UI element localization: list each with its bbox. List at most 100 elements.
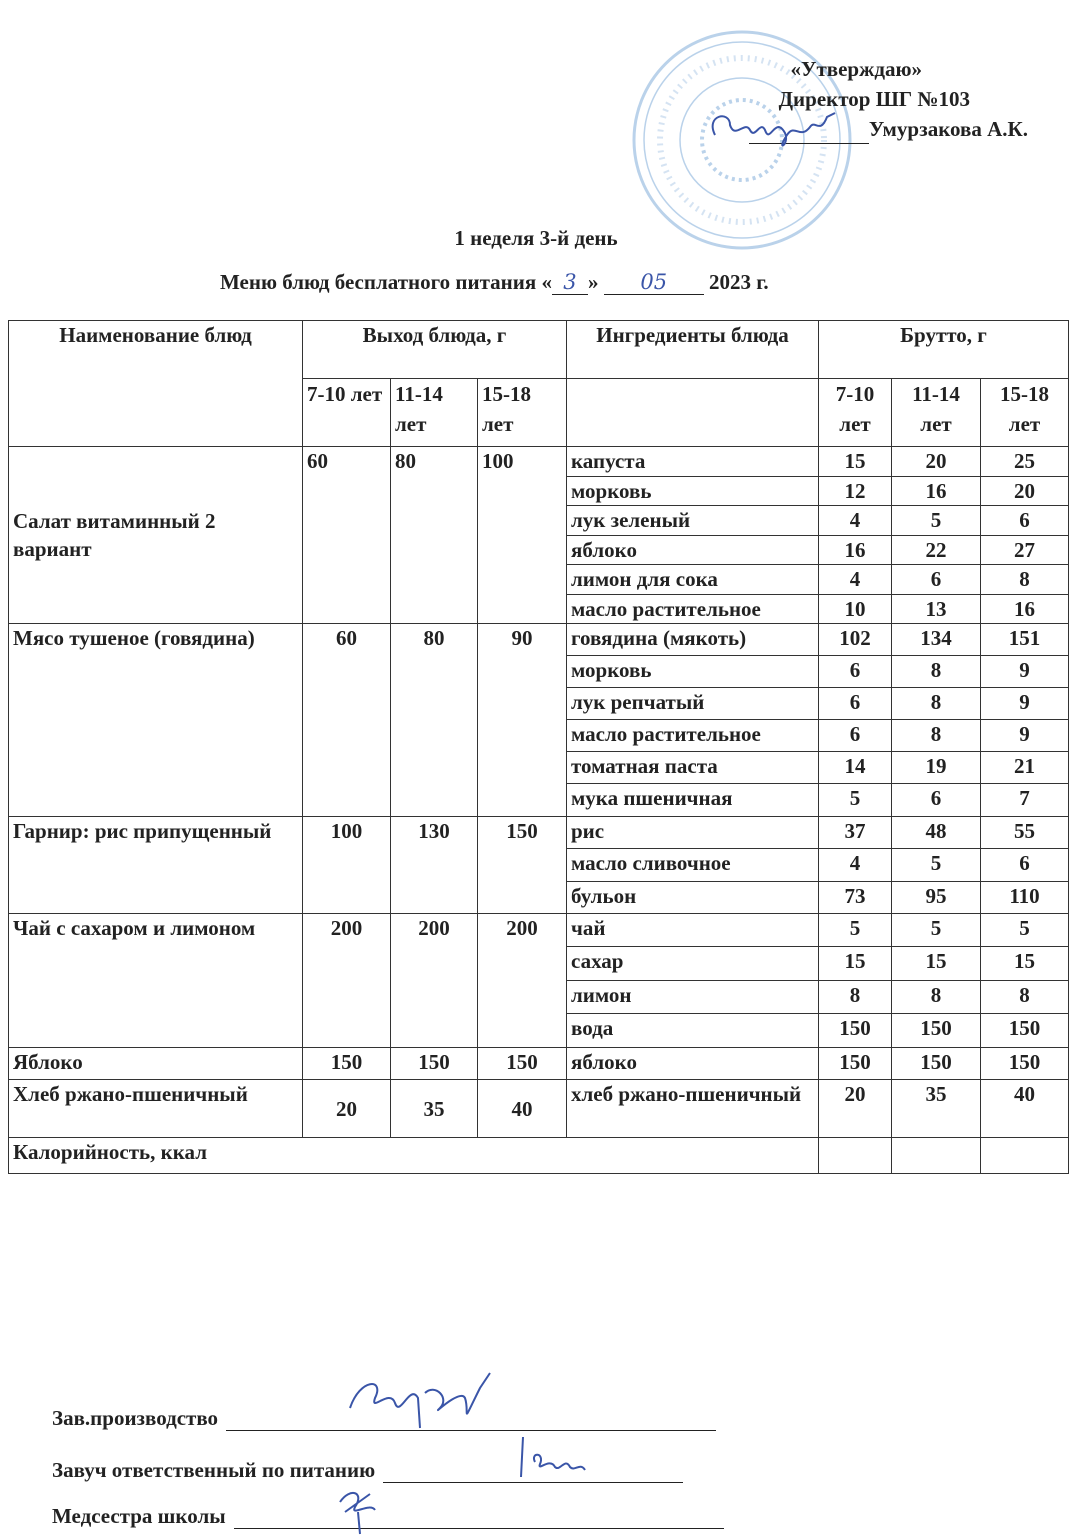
ingredient-name: мука пшеничная [566,783,819,817]
ingredient-gross: 37 [818,816,892,849]
header-age: 7-10 лет [818,378,892,447]
ingredient-name: масло растительное [566,719,819,752]
dish-output: 150 [477,1047,567,1080]
ingredient-name: масло растительное [566,594,819,624]
header-age: 15-18 лет [477,378,567,447]
ingredient-gross: 95 [891,881,981,914]
day-field: 3 [551,270,588,295]
ingredient-gross: 8 [891,719,981,752]
signature-label: Зав.производство [52,1406,219,1430]
table-row: лук зеленый 4 5 6 [9,505,1069,536]
ingredient-gross: 102 [818,623,892,656]
dish-output: 40 [477,1079,567,1138]
ingredient-name: морковь [566,476,819,506]
calories-cell [891,1137,981,1174]
dish-output: 80 [390,446,478,624]
menu-title-year: 2023 г. [708,270,769,294]
ingredient-gross: 15 [818,446,892,477]
ingredient-gross: 9 [980,687,1069,720]
ingredient-gross: 16 [891,476,981,506]
director-signature-line [748,142,869,144]
ingredient-gross: 8 [980,564,1069,595]
header-output: Выход блюда, г [302,320,567,379]
calories-cell [818,1137,892,1174]
ingredient-gross: 40 [980,1079,1069,1138]
signature-production: Зав.производство [52,1406,717,1431]
dish-output: 130 [390,816,478,914]
ingredient-name: лук зеленый [566,505,819,536]
ingredient-name: говядина (мякоть) [566,623,819,656]
ingredient-gross: 7 [980,783,1069,817]
ingredient-gross: 150 [891,1013,981,1048]
table-row: томатная паста 14 19 21 [9,751,1069,784]
table-row: Мясо тушеное (говядина) 60 80 90 говядина (м… [8,623,1069,817]
menu-title-mid: » [587,270,599,294]
ingredient-gross: 16 [980,594,1069,624]
table-row: сахар 15 15 15 [9,946,1069,981]
table-row: масло сливочное 4 5 6 [9,848,1069,882]
ingredient-gross: 5 [891,848,981,882]
week-day-title: 1 неделя 3-й день [454,226,618,250]
dish-name: Хлеб ржано-пшеничный [8,1079,303,1138]
header-ingredients: Ингредиенты блюда [566,320,819,379]
table-row: Салат витаминный 2 вариант 60 80 100 капуста… [8,446,1069,624]
ingredient-name: томатная паста [566,751,819,784]
ingredient-name: вода [566,1013,819,1048]
table-row: лимон 8 8 8 [9,980,1069,1014]
dish-output: 35 [390,1079,478,1138]
production-signature [349,1372,491,1429]
ingredient-gross: 15 [818,946,892,981]
ingredient-gross: 6 [818,719,892,752]
signature-label: Медсестра школы [52,1504,226,1528]
table-row: масло растительное 10 13 16 [9,594,1069,624]
ingredient-gross: 20 [980,476,1069,506]
header-age: 11-14 лет [390,378,478,447]
ingredient-gross: 73 [818,881,892,914]
dish-output: 60 [302,446,391,624]
ingredient-gross: 150 [891,1047,981,1080]
ingredient-gross: 4 [818,564,892,595]
ingredient-name: яблоко [566,535,819,565]
ingredient-gross: 150 [818,1013,892,1048]
ingredient-name: лимон [566,980,819,1014]
ingredient-gross: 21 [980,751,1069,784]
ingredient-gross: 14 [818,751,892,784]
signature-line [226,1429,717,1431]
ingredient-gross: 35 [891,1079,981,1138]
ingredient-gross: 6 [891,783,981,817]
ingredient-gross: 6 [980,505,1069,536]
ingredient-gross: 22 [891,535,981,565]
dish-output: 60 [302,623,391,817]
ingredient-gross: 12 [818,476,892,506]
dish-output: 150 [390,1047,478,1080]
ingredient-gross: 20 [818,1079,892,1138]
table-row: Хлеб ржано-пшеничный 20 35 40 хлеб ржано-пше… [8,1079,1069,1138]
director-name: Умурзакова А.К. [868,117,1028,141]
menu-title: Меню блюд бесплатного питания «3» 05 202… [220,270,769,295]
dish-output: 90 [477,623,567,817]
ingredient-name: яблоко [566,1047,819,1080]
ingredient-gross: 55 [980,816,1069,849]
ingredient-gross: 150 [818,1047,892,1080]
approval-block: «Утверждаю» Директор ШГ №103 Умурзакова … [700,54,1030,144]
signature-head-teacher: Завуч ответственный по питанию [52,1458,684,1483]
menu-title-prefix: Меню блюд бесплатного питания « [220,270,552,294]
ingredient-name: масло сливочное [566,848,819,882]
school-stamp [632,30,852,250]
ingredient-gross: 5 [891,505,981,536]
dish-name: Чай с сахаром и лимоном [8,913,303,1048]
dish-output: 100 [302,816,391,914]
ingredient-gross: 110 [980,881,1069,914]
header-age: 15-18 лет [980,378,1069,447]
head-teacher-signature [520,1436,586,1478]
menu-table: Наименование блюд Выход блюда, г Ингреди… [8,320,1069,1174]
ingredient-name: сахар [566,946,819,981]
ingredient-gross: 15 [891,946,981,981]
ingredient-gross: 15 [980,946,1069,981]
dish-output: 200 [477,913,567,1048]
dish-output: 200 [390,913,478,1048]
ingredient-gross: 5 [818,783,892,817]
dish-output: 20 [302,1079,391,1138]
ingredient-gross: 6 [818,687,892,720]
nurse-signature [339,1492,376,1535]
